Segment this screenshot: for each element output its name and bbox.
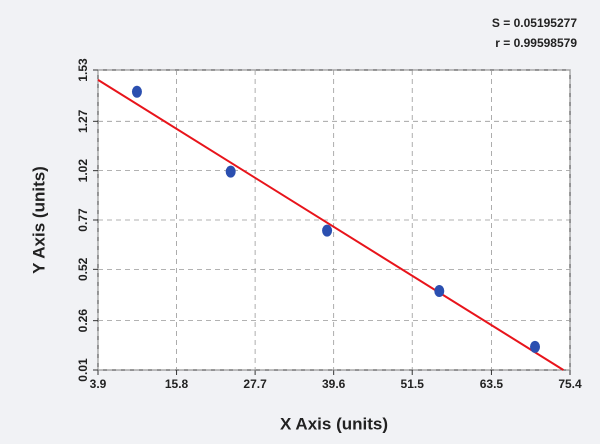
y-tick-label: 1.53 xyxy=(76,58,90,82)
y-tick-label: 0.26 xyxy=(76,309,90,333)
fit-line xyxy=(97,79,564,371)
data-point xyxy=(322,224,333,237)
annotation: S = 0.05195277 xyxy=(492,16,577,30)
data-point xyxy=(530,340,541,353)
x-tick-label: 15.8 xyxy=(165,377,189,391)
y-tick-label: 0.52 xyxy=(76,257,90,281)
y-tick-label: 0.77 xyxy=(76,208,90,232)
y-tick-label: 1.27 xyxy=(76,109,90,133)
x-tick-label: 75.4 xyxy=(558,377,582,391)
data-point xyxy=(131,85,142,98)
data-point xyxy=(434,285,445,298)
x-axis-label: X Axis (units) xyxy=(280,414,388,433)
x-tick-label: 39.6 xyxy=(322,377,346,391)
x-tick-label: 51.5 xyxy=(401,377,425,391)
x-tick-label: 63.5 xyxy=(480,377,504,391)
x-tick-label: 27.7 xyxy=(243,377,267,391)
x-tick-label: 3.9 xyxy=(90,377,107,391)
y-tick-label: 0.01 xyxy=(76,358,90,382)
y-tick-label: 1.02 xyxy=(76,159,90,183)
data-point xyxy=(225,165,236,178)
y-axis-label: Y Axis (units) xyxy=(29,166,48,274)
annotation: r = 0.99598579 xyxy=(495,36,577,50)
